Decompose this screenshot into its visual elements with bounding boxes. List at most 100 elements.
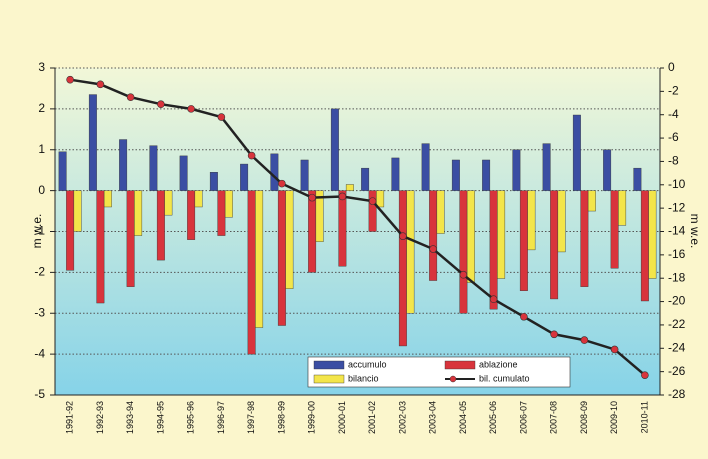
bar: [277, 190, 286, 326]
x-tick-label: 2002-03: [397, 401, 407, 434]
x-tick-label: 2007-08: [549, 401, 559, 434]
y-tick-label: -5: [34, 387, 45, 401]
legend-label: accumulo: [348, 359, 387, 369]
bar: [361, 167, 370, 191]
y2-tick-label: -6: [668, 130, 679, 144]
bar: [497, 190, 506, 279]
bar: [466, 190, 475, 283]
x-tick-label: 2006-07: [518, 401, 528, 434]
legend-box: [307, 356, 571, 388]
y-tick-label: -3: [34, 305, 45, 319]
y2-tick-label: -8: [668, 154, 679, 168]
marker: [520, 312, 528, 321]
y2-axis-label: m w.e.: [688, 214, 702, 249]
bar: [119, 139, 128, 191]
y2-tick-label: -10: [668, 177, 686, 191]
marker: [489, 295, 498, 304]
marker: [187, 105, 195, 113]
y2-tick-label: 0: [668, 60, 675, 74]
bar: [308, 190, 317, 273]
bar: [338, 190, 347, 267]
marker: [126, 93, 135, 101]
legend-label: bil. cumulato: [479, 373, 530, 383]
y-axis-label: m w.e.: [30, 214, 44, 249]
bar: [194, 190, 203, 208]
legend-swatch: [313, 374, 345, 384]
x-tick-label: 2000-01: [337, 401, 347, 434]
bar: [156, 190, 165, 261]
x-tick-label: 1996-97: [216, 401, 226, 434]
bar: [217, 190, 226, 236]
bar: [489, 190, 498, 310]
x-tick-label: 2010-11: [639, 401, 649, 433]
marker: [278, 179, 286, 188]
y-tick-label: 2: [38, 101, 45, 115]
y-tick-label: 1: [38, 142, 45, 156]
legend-label: bilancio: [348, 373, 379, 383]
bar: [149, 145, 158, 191]
bar: [247, 190, 256, 355]
marker: [157, 100, 165, 109]
bar: [224, 190, 233, 218]
bar: [376, 190, 385, 208]
legend-swatch: [313, 360, 345, 370]
bar: [209, 172, 218, 191]
marker: [641, 371, 649, 379]
y2-tick-label: -28: [668, 387, 686, 401]
bar: [285, 190, 294, 289]
bar: [330, 108, 339, 191]
bar: [240, 163, 249, 191]
y2-tick-label: -18: [668, 270, 686, 284]
marker: [429, 245, 437, 253]
bar: [451, 159, 460, 191]
bar: [572, 114, 581, 191]
bar: [88, 94, 97, 191]
bar: [255, 190, 264, 328]
bar: [648, 190, 657, 279]
x-tick-label: 2008-09: [579, 401, 589, 434]
y2-tick-label: -4: [668, 107, 679, 121]
x-tick-label: 2001-02: [367, 401, 377, 434]
y2-tick-label: -26: [668, 364, 686, 378]
marker: [217, 113, 226, 121]
bar: [421, 143, 430, 191]
x-tick-label: 2009-10: [609, 401, 619, 434]
bar: [618, 190, 627, 226]
bar: [436, 190, 445, 234]
bar: [640, 190, 649, 302]
x-tick-label: 1999-00: [307, 401, 317, 434]
bar: [398, 190, 407, 347]
bar: [482, 159, 491, 191]
bar: [633, 167, 642, 191]
x-tick-label: 1995-96: [186, 401, 196, 434]
y2-tick-label: -16: [668, 247, 686, 261]
legend-swatch: [444, 360, 476, 370]
bar: [66, 190, 75, 271]
x-tick-label: 2005-06: [488, 401, 498, 434]
bar: [542, 143, 551, 191]
bar: [610, 190, 619, 269]
bar: [580, 190, 589, 287]
marker: [368, 197, 377, 205]
legend-label: ablazione: [479, 359, 518, 369]
y2-tick-label: -12: [668, 200, 686, 214]
y-tick-label: -4: [34, 346, 45, 360]
y2-tick-label: -24: [668, 340, 686, 354]
bar: [345, 184, 354, 191]
bar: [134, 190, 143, 236]
y2-tick-label: -20: [668, 294, 686, 308]
marker: [550, 330, 558, 339]
bar: [519, 190, 528, 291]
bar: [603, 149, 612, 191]
y-tick-label: -1: [34, 224, 45, 238]
marker: [459, 270, 468, 279]
marker: [580, 336, 589, 344]
y-tick-label: 0: [38, 183, 45, 197]
marker: [247, 151, 256, 160]
bar: [429, 190, 438, 281]
bar: [406, 190, 415, 314]
x-tick-label: 1994-95: [155, 401, 165, 434]
bar: [164, 190, 173, 216]
x-tick-label: 1998-99: [276, 401, 286, 434]
bar: [187, 190, 196, 240]
